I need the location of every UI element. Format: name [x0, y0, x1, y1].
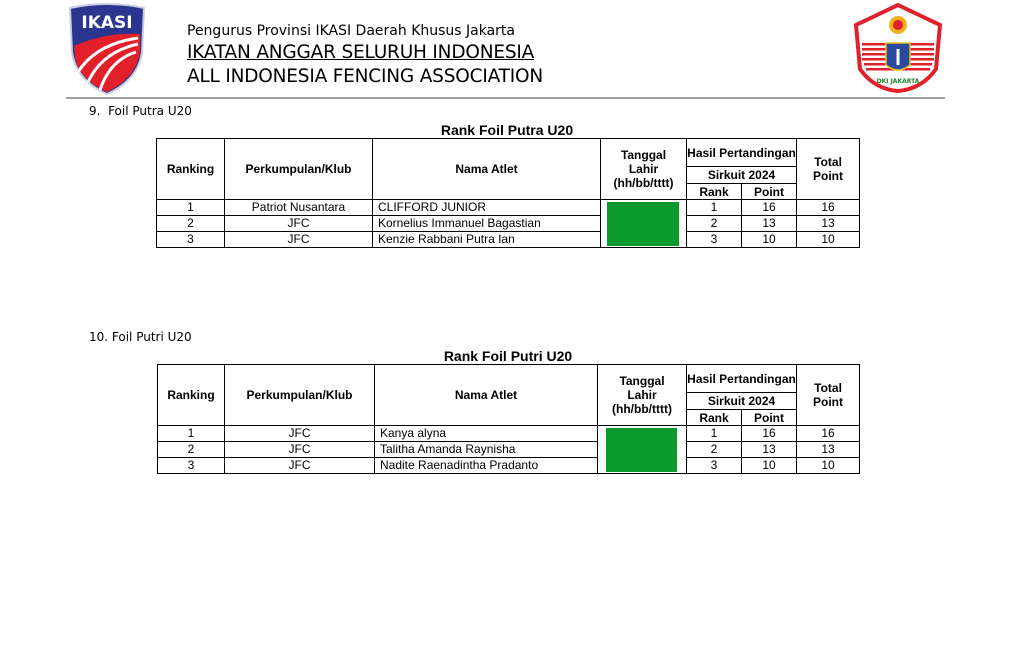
section-heading: 9. Foil Putra U20	[89, 104, 192, 118]
cell-point: 10	[740, 457, 798, 474]
cell-rank: 2	[686, 215, 742, 232]
table-row: 3 JFC Kenzie Rabbani Putra Ian 3 10 10	[156, 231, 861, 248]
cell-total: 16	[796, 199, 861, 216]
table-row: 1 JFC Kanya alyna 1 16 16	[157, 425, 861, 474]
cell-club: JFC	[224, 441, 375, 458]
col-dob: Tanggal Lahir (hh/bb/tttt)	[597, 364, 687, 426]
cell-club: JFC	[224, 231, 373, 248]
cell-rank: 1	[686, 199, 742, 216]
col-total: Total Point	[796, 138, 861, 200]
cell-rank: 3	[686, 457, 742, 474]
cell-club: JFC	[224, 215, 373, 232]
col-name: Nama Atlet	[372, 138, 601, 200]
col-club: Perkumpulan/Klub	[224, 138, 373, 200]
cell-name: Kornelius Immanuel Bagastian	[372, 215, 601, 232]
header-divider	[66, 97, 945, 99]
cell-ranking: 1	[157, 425, 225, 442]
col-results: Hasil Pertandingan	[685, 138, 798, 167]
cell-ranking: 3	[156, 231, 225, 248]
col-circuit: Sirkuit 2024	[685, 392, 798, 410]
table-row: 2 JFC Talitha Amanda Raynisha 2 13 13	[157, 441, 861, 458]
col-total: Total Point	[796, 364, 861, 426]
cell-club: JFC	[224, 425, 375, 442]
dki-jakarta-logo: DKI JAKARTA	[853, 3, 943, 93]
col-name: Nama Atlet	[374, 364, 598, 426]
ikasi-logo: IKASI	[68, 3, 146, 96]
cell-rank: 3	[686, 231, 742, 248]
cell-total: 10	[796, 457, 861, 474]
col-point: Point	[740, 409, 798, 426]
table-title: Rank Foil Putri U20	[443, 348, 573, 364]
header-org-name: IKATAN ANGGAR SELURUH INDONESIA	[187, 42, 535, 63]
cell-club: JFC	[224, 457, 375, 474]
table-title: Rank Foil Putra U20	[440, 122, 574, 138]
col-dob: Tanggal Lahir (hh/bb/tttt)	[600, 138, 687, 200]
cell-ranking: 1	[156, 199, 225, 216]
cell-ranking: 3	[157, 457, 225, 474]
cell-name: Nadite Raenadintha Pradanto	[374, 457, 598, 474]
cell-point: 10	[740, 231, 798, 248]
cell-total: 10	[796, 231, 861, 248]
header-org-name-en: ALL INDONESIA FENCING ASSOCIATION	[187, 66, 543, 87]
col-results: Hasil Pertandingan	[685, 364, 798, 393]
cell-point: 16	[740, 425, 798, 442]
col-rank: Rank	[686, 409, 742, 426]
col-club: Perkumpulan/Klub	[224, 364, 375, 426]
redaction-block	[606, 428, 677, 472]
table-row: 2 JFC Kornelius Immanuel Bagastian 2 13 …	[156, 215, 861, 232]
cell-point: 13	[740, 215, 798, 232]
table-row: 1 Patriot Nusantara CLIFFORD JUNIOR 1 16…	[156, 199, 861, 248]
cell-point: 16	[740, 199, 798, 216]
svg-text:IKASI: IKASI	[81, 13, 132, 33]
cell-ranking: 2	[157, 441, 225, 458]
cell-total: 13	[796, 441, 861, 458]
cell-total: 16	[796, 425, 861, 442]
cell-point: 13	[740, 441, 798, 458]
svg-text:DKI JAKARTA: DKI JAKARTA	[877, 78, 920, 85]
cell-name: CLIFFORD JUNIOR	[372, 199, 601, 216]
col-ranking: Ranking	[157, 364, 225, 426]
cell-dob-redacted	[597, 425, 687, 474]
ranking-table-putri: Ranking Perkumpulan/Klub Nama Atlet Tang…	[157, 364, 861, 474]
col-circuit: Sirkuit 2024	[685, 166, 798, 184]
col-rank: Rank	[686, 183, 742, 200]
cell-total: 13	[796, 215, 861, 232]
cell-name: Kenzie Rabbani Putra Ian	[372, 231, 601, 248]
ranking-table-putra: Ranking Perkumpulan/Klub Nama Atlet Tang…	[156, 138, 861, 248]
section-heading: 10. Foil Putri U20	[89, 330, 192, 344]
cell-rank: 1	[686, 425, 742, 442]
cell-rank: 2	[686, 441, 742, 458]
col-point: Point	[740, 183, 798, 200]
cell-name: Talitha Amanda Raynisha	[374, 441, 598, 458]
header-subtitle: Pengurus Provinsi IKASI Daerah Khusus Ja…	[187, 23, 516, 39]
cell-club: Patriot Nusantara	[224, 199, 373, 216]
col-ranking: Ranking	[156, 138, 225, 200]
cell-dob-redacted	[600, 199, 687, 248]
table-row: 3 JFC Nadite Raenadintha Pradanto 3 10 1…	[157, 457, 861, 474]
cell-ranking: 2	[156, 215, 225, 232]
redaction-block	[607, 202, 679, 246]
cell-name: Kanya alyna	[374, 425, 598, 442]
